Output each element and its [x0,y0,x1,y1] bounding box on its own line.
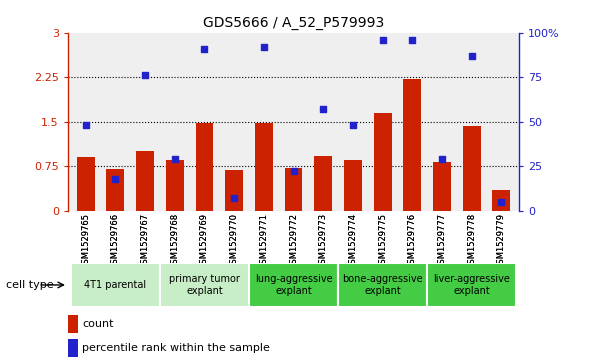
Text: GSM1529767: GSM1529767 [140,213,149,269]
Text: bone-aggressive
explant: bone-aggressive explant [342,274,423,296]
Point [319,106,328,112]
Text: GSM1529777: GSM1529777 [438,213,447,269]
Text: GSM1529772: GSM1529772 [289,213,298,269]
Text: GSM1529774: GSM1529774 [349,213,358,269]
Text: 4T1 parental: 4T1 parental [84,280,146,290]
Bar [255,123,273,211]
Text: GSM1529765: GSM1529765 [81,213,90,269]
Bar [344,160,362,211]
Point [289,168,299,174]
Bar [249,263,338,307]
Bar [225,170,243,211]
Text: GSM1529769: GSM1529769 [200,213,209,269]
Text: GSM1529771: GSM1529771 [260,213,268,269]
Bar [493,190,510,211]
Bar [404,79,421,211]
Text: lung-aggressive
explant: lung-aggressive explant [255,274,332,296]
Bar [68,339,78,357]
Point [378,37,387,43]
Bar [427,263,516,307]
Point [259,44,268,50]
Bar [195,123,214,211]
Point [81,122,90,128]
Title: GDS5666 / A_52_P579993: GDS5666 / A_52_P579993 [203,16,384,30]
Point [408,37,417,43]
Text: percentile rank within the sample: percentile rank within the sample [82,343,270,353]
Bar [106,169,124,211]
Text: liver-aggressive
explant: liver-aggressive explant [433,274,510,296]
Text: GSM1529770: GSM1529770 [230,213,238,269]
Bar [338,263,427,307]
Text: GSM1529768: GSM1529768 [171,213,179,269]
Point [437,156,447,162]
Point [230,195,239,201]
Bar [166,160,183,211]
Point [497,199,506,205]
Bar [77,157,94,211]
Bar [314,156,332,211]
Bar [373,113,392,211]
Point [170,156,179,162]
Bar [160,263,249,307]
Text: GSM1529773: GSM1529773 [319,213,327,269]
Bar [284,168,303,211]
Text: GSM1529766: GSM1529766 [111,213,120,269]
Text: cell type: cell type [6,280,54,290]
Text: GSM1529778: GSM1529778 [467,213,476,269]
Point [200,46,209,52]
Text: count: count [82,319,114,330]
Text: GSM1529776: GSM1529776 [408,213,417,269]
Text: GSM1529775: GSM1529775 [378,213,387,269]
Bar [463,126,481,211]
Text: primary tumor
explant: primary tumor explant [169,274,240,296]
Point [111,176,120,182]
Bar [71,263,160,307]
Bar [433,162,451,211]
Bar [68,315,78,333]
Bar [136,151,154,211]
Point [348,122,358,128]
Point [140,73,150,78]
Point [467,53,476,59]
Text: GSM1529779: GSM1529779 [497,213,506,269]
